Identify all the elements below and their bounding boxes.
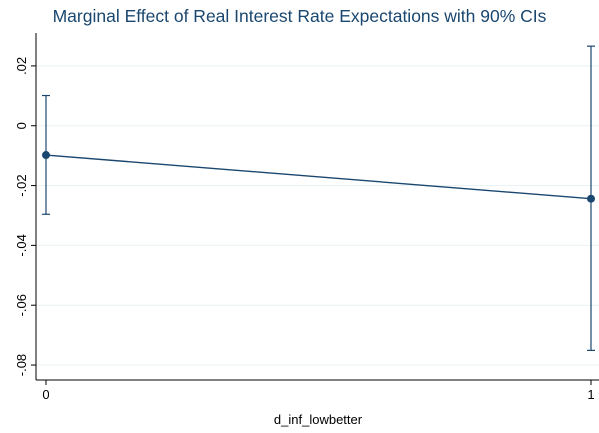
x-tick-label: 1 — [587, 387, 594, 402]
x-axis-label: d_inf_lowbetter — [274, 412, 363, 427]
x-tick-label: 0 — [42, 387, 49, 402]
y-tick-label: -.08 — [14, 354, 29, 376]
y-tick-label: -.04 — [14, 234, 29, 256]
gridlines — [36, 65, 599, 366]
data-point — [42, 151, 50, 160]
y-tick-label: 0 — [14, 122, 29, 129]
axes: .02 0 -.02 -.04 -.06 -.08 0 1 — [14, 33, 599, 402]
y-tick-label: -.02 — [14, 174, 29, 196]
series-line — [45, 154, 592, 200]
data-point — [587, 194, 595, 203]
y-tick-label: -.06 — [14, 294, 29, 316]
y-tick-label: .02 — [14, 57, 29, 75]
chart-title: Marginal Effect of Real Interest Rate Ex… — [52, 6, 547, 26]
series-marginal-effect — [42, 45, 595, 351]
